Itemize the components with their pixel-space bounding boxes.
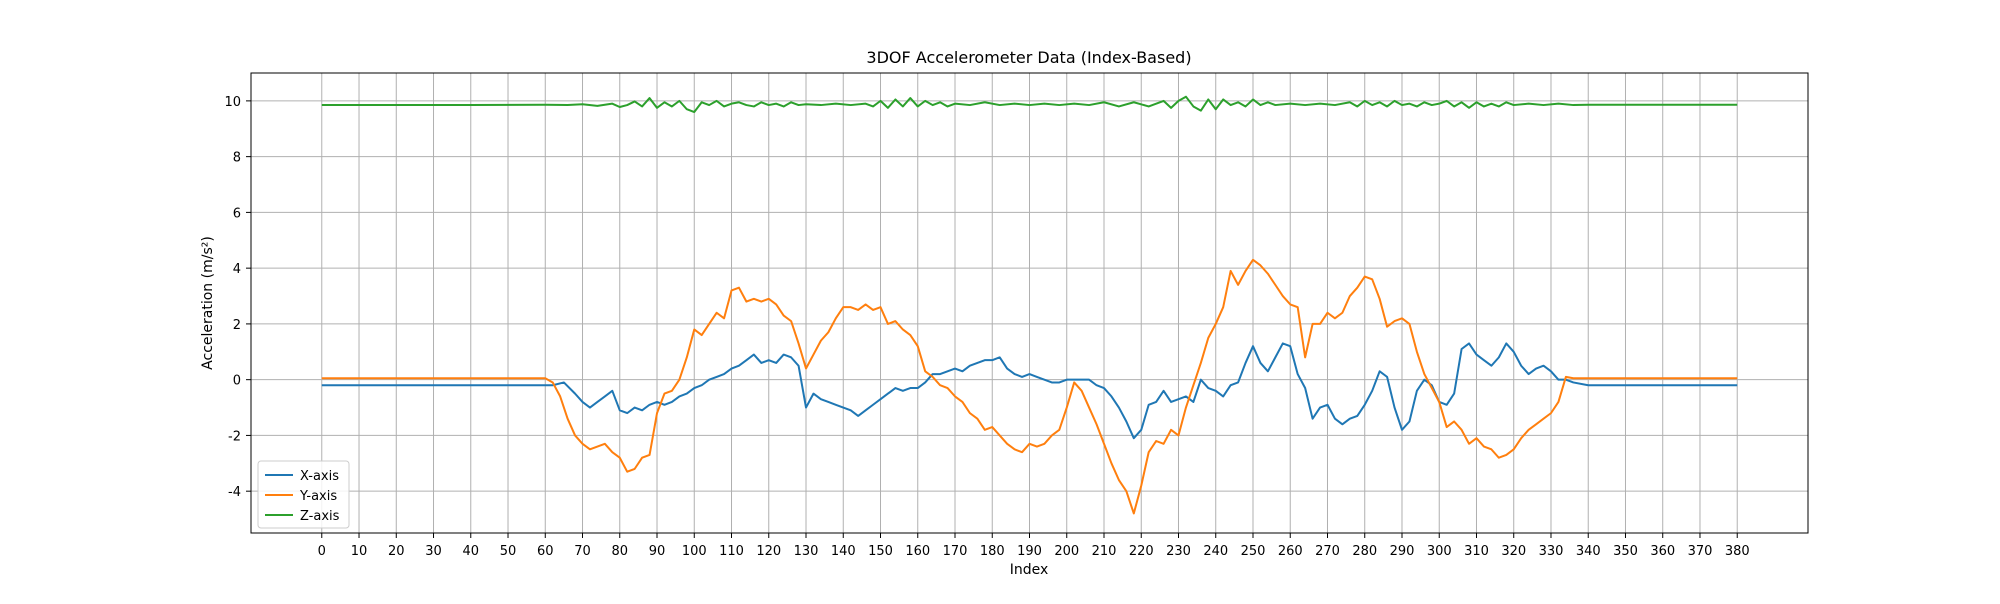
y-tick-label: 6: [233, 206, 241, 221]
x-axis-label: Index: [1010, 562, 1049, 578]
y-tick-label: 4: [233, 262, 241, 277]
chart-title: 3DOF Accelerometer Data (Index-Based): [866, 48, 1191, 67]
x-tick-label: 210: [1092, 544, 1117, 559]
series-line-x-axis: [321, 342, 1738, 440]
legend-label-x-axis: X-axis: [300, 469, 339, 484]
y-tick-label: 8: [233, 151, 241, 166]
x-tick-label: 300: [1427, 544, 1452, 559]
legend-box: [257, 460, 350, 529]
x-tick-label: 160: [905, 544, 930, 559]
y-tick-label: 2: [233, 318, 241, 333]
x-tick-label: 140: [831, 544, 856, 559]
y-tick-label: -2: [228, 429, 241, 444]
x-tick-label: 270: [1315, 544, 1340, 559]
x-tick-label: 230: [1166, 544, 1191, 559]
x-tick-label: 240: [1203, 544, 1228, 559]
x-tick-label: 350: [1613, 544, 1638, 559]
y-axis-label: Acceleration (m/s²): [200, 236, 216, 370]
x-tick-label: 310: [1464, 544, 1489, 559]
y-tick-label: -4: [228, 485, 241, 500]
x-tick-label: 150: [868, 544, 893, 559]
x-tick-label: 320: [1501, 544, 1526, 559]
x-tick-label: 190: [1017, 544, 1042, 559]
x-tick-label: 0: [318, 544, 326, 559]
x-tick-label: 170: [943, 544, 968, 559]
x-tick-label: 80: [611, 544, 628, 559]
x-tick-label: 60: [537, 544, 554, 559]
y-tick-label: 10: [224, 95, 241, 110]
grid-lines: [251, 73, 1808, 533]
series-layer: [321, 95, 1738, 515]
x-tick-label: 250: [1241, 544, 1266, 559]
x-tick-label: 110: [719, 544, 744, 559]
x-tick-label: 30: [425, 544, 442, 559]
legend-label-y-axis: Y-axis: [299, 489, 337, 504]
x-tick-label: 50: [500, 544, 517, 559]
legend-label-z-axis: Z-axis: [300, 509, 340, 524]
x-tick-label: 200: [1054, 544, 1079, 559]
x-tick-label: 20: [388, 544, 405, 559]
series-line-y-axis: [321, 258, 1738, 515]
x-tick-label: 330: [1539, 544, 1564, 559]
x-tick-label: 360: [1650, 544, 1675, 559]
x-tick-label: 180: [980, 544, 1005, 559]
x-tick-label: 70: [574, 544, 591, 559]
x-tick-label: 120: [756, 544, 781, 559]
x-tick-label: 290: [1390, 544, 1415, 559]
x-tick-label: 370: [1688, 544, 1713, 559]
x-tick-label: 380: [1725, 544, 1750, 559]
x-tick-label: 280: [1352, 544, 1377, 559]
x-tick-label: 340: [1576, 544, 1601, 559]
y-axis-ticks: -4 -2 0 2 4 6 8 10: [224, 95, 251, 500]
x-tick-label: 220: [1129, 544, 1154, 559]
series-line-z-axis: [321, 95, 1738, 114]
x-tick-label: 100: [682, 544, 707, 559]
x-tick-label: 90: [649, 544, 666, 559]
x-axis-ticks: 0 10 20 30 40 50 60 70 80 90 100 110 120 130 140 150 160…: [318, 533, 1750, 559]
x-tick-label: 10: [351, 544, 368, 559]
x-tick-label: 260: [1278, 544, 1303, 559]
x-tick-label: 130: [794, 544, 819, 559]
legend: X-axis Y-axis Z-axis: [257, 460, 350, 529]
x-tick-label: 40: [462, 544, 479, 559]
y-tick-label: 0: [233, 374, 241, 389]
